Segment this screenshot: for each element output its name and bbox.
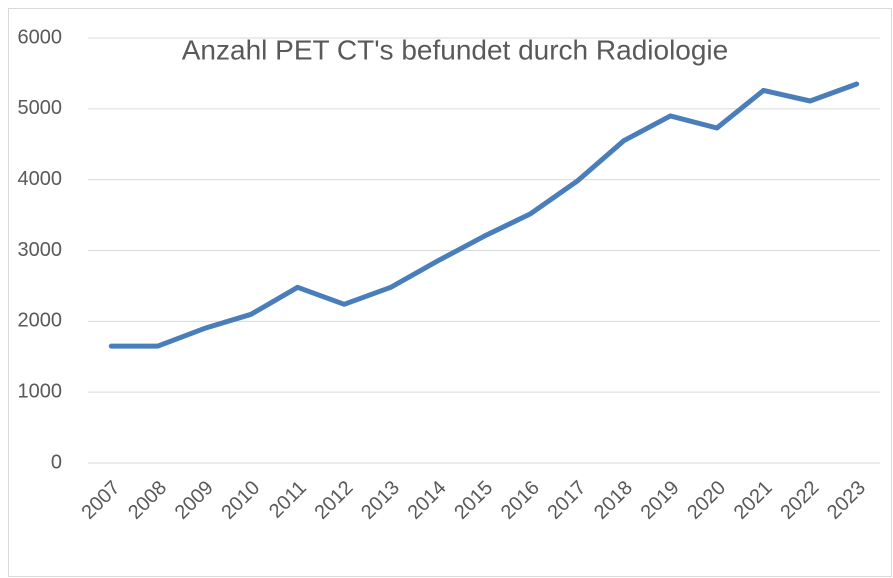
y-tick-label: 2000 xyxy=(18,310,63,332)
y-tick-label: 4000 xyxy=(18,168,63,190)
y-tick-label: 1000 xyxy=(18,380,63,402)
y-tick-label: 5000 xyxy=(18,97,63,119)
y-tick-label: 0 xyxy=(51,451,62,473)
y-tick-label: 6000 xyxy=(18,26,63,48)
chart-title: Anzahl PET CT's befundet durch Radiologi… xyxy=(182,34,728,65)
data-line xyxy=(108,81,860,349)
y-tick-label: 3000 xyxy=(18,239,63,261)
